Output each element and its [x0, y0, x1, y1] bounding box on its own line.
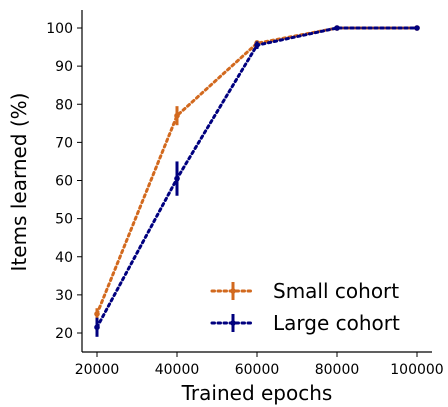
- legend-entry-1: Large cohort: [210, 311, 400, 335]
- axes: 20 30 40 50 60 70 80 90 100 20000 40000 60000 80000 1…: [46, 10, 444, 378]
- y-tick-label: 60: [55, 174, 73, 190]
- x-tick-label: 20000: [75, 362, 120, 378]
- y-axis-label: Items learned (%): [7, 93, 31, 272]
- data-point: [254, 42, 260, 48]
- x-tick-label: 40000: [155, 362, 200, 378]
- series-line: [95, 26, 419, 316]
- y-tick-label: 20: [55, 326, 73, 342]
- x-axis-label: Trained epochs: [181, 381, 333, 405]
- x-tick-label: 100000: [390, 362, 443, 378]
- series-0: [94, 25, 420, 320]
- data-point: [174, 175, 180, 182]
- y-tick-label: 50: [55, 212, 73, 228]
- y-tick-label: 90: [55, 59, 73, 75]
- y-tick-label: 70: [55, 135, 73, 151]
- legend-label: Large cohort: [273, 311, 400, 335]
- legend-label: Small cohort: [273, 279, 399, 303]
- series-1: [94, 25, 420, 337]
- data-point: [94, 311, 100, 317]
- y-tick-label: 40: [55, 250, 73, 266]
- data-point: [174, 112, 180, 119]
- data-point: [414, 25, 420, 31]
- legend-marker: [230, 320, 236, 326]
- x-tick-label: 60000: [235, 362, 280, 378]
- y-tick-label: 100: [46, 21, 73, 37]
- y-tick-label: 80: [55, 97, 73, 113]
- y-tick-label: 30: [55, 288, 73, 304]
- x-tick-label: 80000: [315, 362, 360, 378]
- series-layer: [94, 25, 420, 337]
- data-point: [94, 324, 100, 331]
- legend: Small cohort Large cohort: [210, 279, 400, 335]
- legend-entry-0: Small cohort: [210, 279, 399, 303]
- legend-marker: [230, 288, 236, 294]
- data-point: [334, 25, 340, 31]
